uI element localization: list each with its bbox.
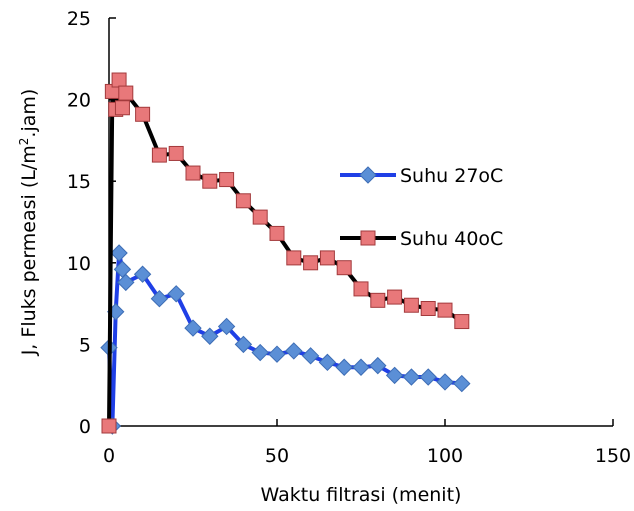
data-point <box>117 273 135 292</box>
y-tick-label: 15 <box>67 171 91 193</box>
data-point <box>454 314 470 330</box>
data-point <box>303 255 319 271</box>
data-point <box>318 353 337 372</box>
data-point <box>385 366 404 385</box>
data-point <box>133 265 152 283</box>
data-point <box>251 343 269 362</box>
series-2 <box>101 72 470 434</box>
data-point <box>110 244 128 262</box>
data-point <box>217 317 236 336</box>
data-point <box>402 368 421 386</box>
ticks: 0 5 10 15 20 25 0 50 100 150 <box>67 8 631 467</box>
data-point <box>201 327 219 345</box>
data-point <box>268 345 286 363</box>
y-axis-title-end: .jam) <box>18 89 40 138</box>
y-tick-label: 10 <box>67 253 91 275</box>
series-layer <box>100 72 471 435</box>
data-point <box>168 145 184 161</box>
legend-label: Suhu 40oC <box>400 228 503 250</box>
data-point <box>370 292 386 308</box>
data-point <box>135 106 151 122</box>
data-point <box>403 297 419 313</box>
data-point <box>369 356 387 375</box>
x-tick-label: 100 <box>427 445 463 467</box>
data-point <box>301 347 320 365</box>
y-tick-label: 20 <box>67 90 91 112</box>
data-point <box>101 418 117 434</box>
data-point <box>336 260 352 276</box>
x-tick-label: 0 <box>103 445 115 467</box>
data-point <box>118 85 134 101</box>
y-tick-label: 25 <box>67 8 91 30</box>
data-point <box>151 147 167 163</box>
y-tick-label: 5 <box>79 334 91 356</box>
data-point <box>202 173 218 189</box>
data-point <box>286 250 302 266</box>
legend-item: Suhu 40oC <box>340 228 503 250</box>
y-axis-title-main: J, Fluks permeasi (L/m <box>18 145 40 356</box>
y-axis-title-sup: 2 <box>17 138 31 146</box>
y-axis-title: J, Fluks permeasi (L/m2.jam) <box>17 89 40 357</box>
data-point <box>252 209 268 225</box>
data-point <box>185 165 201 181</box>
data-point <box>111 72 127 88</box>
data-point <box>114 100 130 116</box>
data-point <box>285 342 303 360</box>
data-point <box>150 289 169 308</box>
data-point <box>167 285 185 303</box>
data-point <box>387 289 403 305</box>
legend-marker <box>360 230 376 246</box>
data-point <box>234 335 253 354</box>
data-point <box>235 193 251 209</box>
data-point <box>335 358 353 376</box>
legend-label: Suhu 27oC <box>400 165 503 187</box>
data-point <box>269 225 285 241</box>
y-tick-label: 0 <box>79 416 91 438</box>
x-tick-label: 50 <box>265 445 289 467</box>
data-point <box>437 302 453 318</box>
x-tick-label: 150 <box>595 445 631 467</box>
legend-marker <box>359 166 377 184</box>
series-1 <box>100 244 471 435</box>
data-point <box>352 358 370 376</box>
data-point <box>453 374 471 393</box>
legend: Suhu 27oC Suhu 40oC <box>340 165 503 250</box>
data-point <box>319 250 335 266</box>
data-point <box>420 300 436 316</box>
data-point <box>419 368 437 386</box>
data-point <box>219 172 235 188</box>
data-point <box>353 281 369 297</box>
series-line <box>107 251 462 428</box>
data-point <box>436 373 454 391</box>
legend-item: Suhu 27oC <box>340 165 503 187</box>
data-point <box>184 319 202 337</box>
x-axis-title: Waktu filtrasi (menit) <box>261 484 462 506</box>
